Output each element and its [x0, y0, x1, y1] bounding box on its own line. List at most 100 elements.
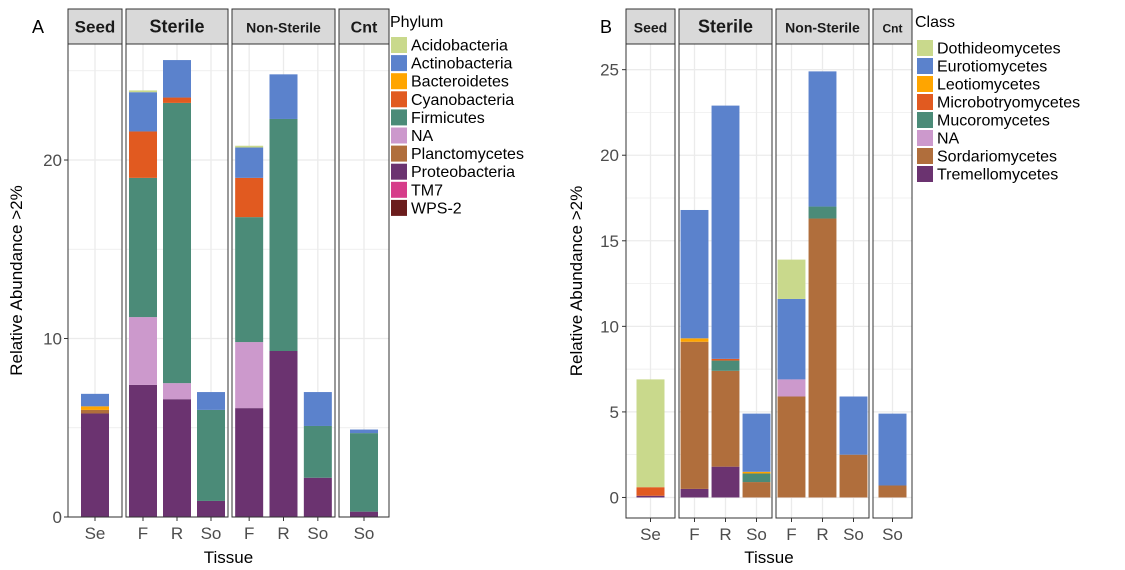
facet-strip — [678, 8, 773, 45]
legend-key-acidobacteria — [391, 37, 407, 53]
bar-segment-actinobacteria — [197, 392, 225, 410]
x-tick-label: So — [307, 524, 328, 543]
chart-panel-a: A Se Seed F R So Sterile F R So Non-Sterile So Cnt 0 1… — [7, 8, 524, 567]
legend-label: Dothideomycetes — [937, 41, 1061, 58]
bar-so — [350, 429, 378, 517]
legend-key-wps-2 — [391, 199, 407, 216]
bar-segment-sordariomycetes — [808, 218, 837, 498]
bar-segment-acidobacteria — [235, 145, 264, 148]
bar-segment-proteobacteria — [197, 500, 225, 517]
legend-key-tm7 — [391, 181, 407, 198]
bar-r — [808, 71, 837, 498]
bar-segment-actinobacteria — [81, 393, 109, 407]
facet-non-sterile: F R So Non-Sterile — [775, 8, 870, 544]
bar-f — [777, 259, 806, 498]
facet-seed: Se Seed — [625, 8, 676, 544]
y-tick-label: 20 — [600, 146, 619, 165]
bar-segment-proteobacteria — [350, 511, 378, 517]
bar-segment-eurotiomycetes — [777, 298, 806, 380]
chart-panel-b: B Se Seed F R So Sterile F R So Non-Sterile So Cnt 0 5… — [567, 8, 1080, 567]
x-tick-label: R — [816, 525, 828, 544]
bar-segment-actinobacteria — [163, 60, 191, 98]
bar-segment-planctomycetes — [81, 409, 109, 414]
bar-so — [742, 413, 771, 498]
facet-strip-label: Sterile — [698, 17, 753, 37]
bar-segment-bacteroidetes — [81, 406, 109, 410]
facet-cnt: So Cnt — [338, 8, 390, 543]
y-axis-title: Relative Abundance >2% — [7, 185, 26, 375]
x-tick-label: So — [843, 525, 864, 544]
bar-segment-actinobacteria — [129, 92, 157, 132]
bar-so — [197, 392, 225, 517]
bar-segment-cyanobacteria — [129, 131, 157, 178]
bar-segment-na — [163, 383, 191, 400]
x-tick-label: So — [201, 524, 222, 543]
facet-strip-label: Cnt — [351, 20, 378, 37]
bar-segment-actinobacteria — [350, 429, 378, 434]
y-tick-label: 10 — [600, 317, 619, 336]
y-tick-label: 5 — [610, 403, 619, 422]
bar-r — [711, 105, 740, 498]
bar-segment-eurotiomycetes — [878, 413, 907, 486]
bar-segment-mucoromycetes — [742, 473, 771, 483]
legend-key-actinobacteria — [391, 55, 407, 72]
facet-strip — [625, 8, 676, 45]
facet-strip — [67, 8, 123, 45]
legend-key-na — [917, 130, 933, 146]
facet-sterile: F R So Sterile — [678, 8, 773, 544]
facet-strip — [872, 8, 913, 45]
bar-segment-sordariomycetes — [839, 454, 868, 498]
legend-label: WPS-2 — [411, 200, 462, 217]
bar-segment-dothideomycetes — [636, 379, 665, 488]
legend-key-leotiomycetes — [917, 76, 933, 92]
facet-strip-label: Non-Sterile — [246, 20, 321, 36]
bar-segment-actinobacteria — [235, 147, 264, 178]
bar-segment-mucoromycetes — [711, 360, 740, 371]
bar-segment-firmicutes — [269, 118, 298, 352]
legend-key-na — [391, 127, 407, 144]
legend-label: Bacteroidetes — [411, 74, 509, 91]
x-tick-label: So — [882, 525, 903, 544]
y-tick-label: 0 — [53, 508, 62, 527]
x-axis-title: Tissue — [744, 548, 793, 567]
bar-segment-firmicutes — [235, 217, 264, 343]
bar-segment-na — [777, 379, 806, 397]
y-tick-label: 10 — [43, 330, 62, 349]
x-tick-label: Se — [640, 525, 661, 544]
x-tick-label: F — [786, 525, 796, 544]
legend-label: Firmicutes — [411, 110, 485, 127]
legend-key-dothideomycetes — [917, 40, 933, 56]
bar-r — [269, 74, 298, 517]
bar-se — [636, 379, 665, 498]
bar-segment-firmicutes — [129, 177, 157, 318]
legend-key-planctomycetes — [391, 145, 407, 162]
bar-segment-cyanobacteria — [235, 177, 264, 218]
facet-strip-label: Sterile — [149, 17, 204, 37]
bar-segment-tremellomycetes — [711, 466, 740, 498]
legend-label: TM7 — [411, 182, 443, 199]
y-axis-title: Relative Abundance >2% — [567, 186, 586, 376]
legend-label: Mucoromycetes — [937, 113, 1050, 130]
x-tick-label: R — [171, 524, 183, 543]
legend-label: Actinobacteria — [411, 56, 512, 73]
x-axis-title: Tissue — [204, 548, 253, 567]
x-tick-label: So — [746, 525, 767, 544]
bar-segment-proteobacteria — [129, 384, 157, 517]
y-tick-label: 20 — [43, 151, 62, 170]
legend-label: Microbotryomycetes — [937, 95, 1080, 112]
bar-segment-eurotiomycetes — [839, 396, 868, 455]
legend-label: Planctomycetes — [411, 146, 524, 163]
legend-key-eurotiomycetes — [917, 58, 933, 74]
legend-key-microbotryomycetes — [917, 94, 933, 110]
bar-segment-proteobacteria — [163, 399, 191, 517]
x-tick-label: R — [277, 524, 289, 543]
x-tick-label: F — [244, 524, 254, 543]
legend-label: NA — [411, 128, 434, 145]
legend-label: Sordariomycetes — [937, 149, 1057, 166]
bar-segment-sordariomycetes — [878, 485, 907, 498]
panel-label: B — [600, 17, 612, 37]
legend-key-proteobacteria — [391, 163, 407, 180]
bar-segment-firmicutes — [197, 409, 225, 501]
bar-segment-actinobacteria — [269, 74, 298, 119]
legend-label: NA — [937, 131, 960, 148]
